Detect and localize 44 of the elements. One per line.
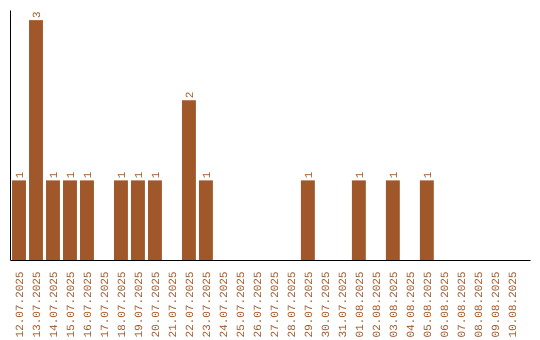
x-tick-label: 02.08.2025 bbox=[372, 271, 384, 338]
data-label: 2 bbox=[184, 92, 197, 98]
data-label: 1 bbox=[134, 171, 146, 178]
data-label: 1 bbox=[354, 171, 367, 178]
x-tick-label: 09.08.2025 bbox=[490, 271, 503, 338]
data-label: 1 bbox=[202, 171, 214, 178]
x-tick-label: 01.08.2025 bbox=[354, 271, 367, 338]
x-tick-label: 05.08.2025 bbox=[422, 271, 435, 338]
data-label: 1 bbox=[48, 171, 61, 178]
x-tick-label: 19.07.2025 bbox=[134, 271, 146, 338]
data-label: 1 bbox=[82, 171, 95, 178]
x-tick-label: 22.07.2025 bbox=[184, 271, 197, 338]
x-tick-label: 15.07.2025 bbox=[66, 271, 78, 338]
x-tick-label: 14.07.2025 bbox=[48, 271, 61, 338]
data-label: 1 bbox=[14, 171, 27, 178]
data-label: 1 bbox=[150, 171, 163, 178]
x-tick-label: 18.07.2025 bbox=[116, 271, 129, 338]
x-tick-label: 17.07.2025 bbox=[100, 271, 112, 338]
x-tick-label: 29.07.2025 bbox=[304, 271, 316, 338]
x-tick-label: 23.07.2025 bbox=[202, 271, 214, 338]
data-label: 1 bbox=[116, 171, 129, 178]
x-tick-label: 03.08.2025 bbox=[388, 271, 401, 338]
x-tick-label: 20.07.2025 bbox=[150, 271, 163, 338]
x-tick-label: 28.07.2025 bbox=[286, 271, 299, 338]
x-tick-label: 27.07.2025 bbox=[270, 271, 282, 338]
x-tick-label: 13.07.2025 bbox=[32, 271, 44, 338]
x-tick-label: 21.07.2025 bbox=[168, 271, 180, 338]
x-tick-label: 25.07.2025 bbox=[236, 271, 248, 338]
data-label: 1 bbox=[422, 171, 435, 178]
x-tick-label: 26.07.2025 bbox=[252, 271, 265, 338]
data-label: 1 bbox=[66, 171, 78, 178]
x-tick-label: 31.07.2025 bbox=[338, 271, 350, 338]
data-label: 1 bbox=[304, 171, 316, 178]
x-tick-label: 07.08.2025 bbox=[456, 271, 469, 338]
data-label: 1 bbox=[388, 171, 401, 178]
x-tick-label: 30.07.2025 bbox=[320, 271, 333, 338]
x-tick-label: 06.08.2025 bbox=[440, 271, 452, 338]
x-tick-label: 24.07.2025 bbox=[218, 271, 231, 338]
x-tick-label: 12.07.2025 bbox=[14, 271, 27, 338]
x-tick-label: 16.07.2025 bbox=[82, 271, 95, 338]
x-tick-label: 08.08.2025 bbox=[474, 271, 486, 338]
data-label: 3 bbox=[32, 12, 44, 18]
x-tick-label: 04.08.2025 bbox=[406, 271, 418, 338]
x-tick-label: 10.08.2025 bbox=[508, 271, 520, 338]
